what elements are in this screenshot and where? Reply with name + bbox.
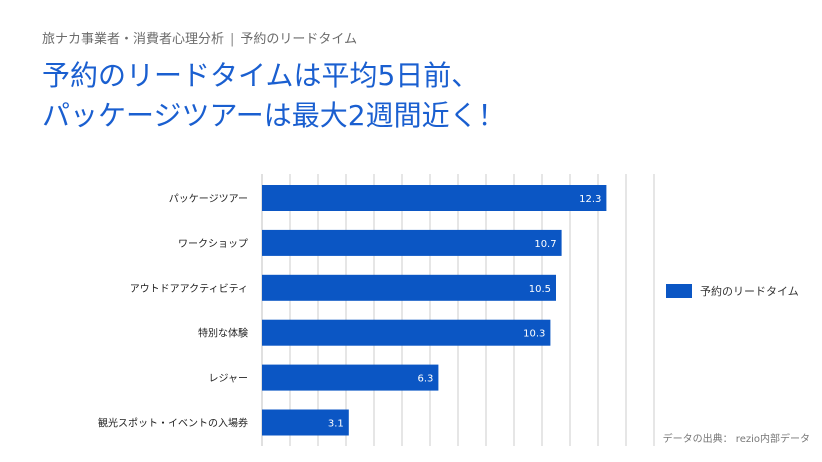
category-label: 観光スポット・イベントの入場券 [98, 417, 248, 430]
chart-legend: 予約のリードタイム [666, 283, 799, 299]
category-label: アウトドアアクティビティ [130, 283, 248, 295]
page-title-line-1: 予約のリードタイムは平均5日前、 [42, 59, 480, 92]
breadcrumb: 旅ナカ事業者・消費者心理分析 | 予約のリードタイム [42, 28, 357, 47]
category-label: パッケージツアー [169, 193, 248, 205]
category-label: レジャー [209, 374, 249, 385]
data-label: 10.3 [523, 329, 545, 340]
page-title-line-2: パッケージツアーは最大2週間近く！ [42, 99, 506, 132]
data-label: 10.7 [534, 239, 556, 250]
bar [262, 409, 349, 436]
legend-swatch [666, 284, 692, 298]
category-label: ワークショップ [178, 238, 248, 250]
bar [262, 185, 607, 211]
breadcrumb-separator: | [230, 32, 235, 47]
category-label: 特別な体験 [198, 327, 248, 340]
data-label: 12.3 [579, 194, 601, 205]
bar [262, 274, 556, 301]
breadcrumb-section: 旅ナカ事業者・消費者心理分析 [42, 32, 225, 47]
data-label: 3.1 [328, 419, 344, 430]
breadcrumb-page: 予約のリードタイム [240, 32, 358, 47]
bar [262, 319, 551, 346]
data-label: 6.3 [417, 374, 433, 385]
legend-label: 予約のリードタイム [700, 285, 799, 298]
page-title: 予約のリードタイムは平均5日前、 パッケージツアーは最大2週間近く！ [42, 56, 506, 136]
data-label: 10.5 [529, 284, 551, 295]
source-note: データの出典： rezio内部データ [662, 434, 810, 445]
bar [262, 364, 439, 391]
bar [262, 229, 562, 256]
